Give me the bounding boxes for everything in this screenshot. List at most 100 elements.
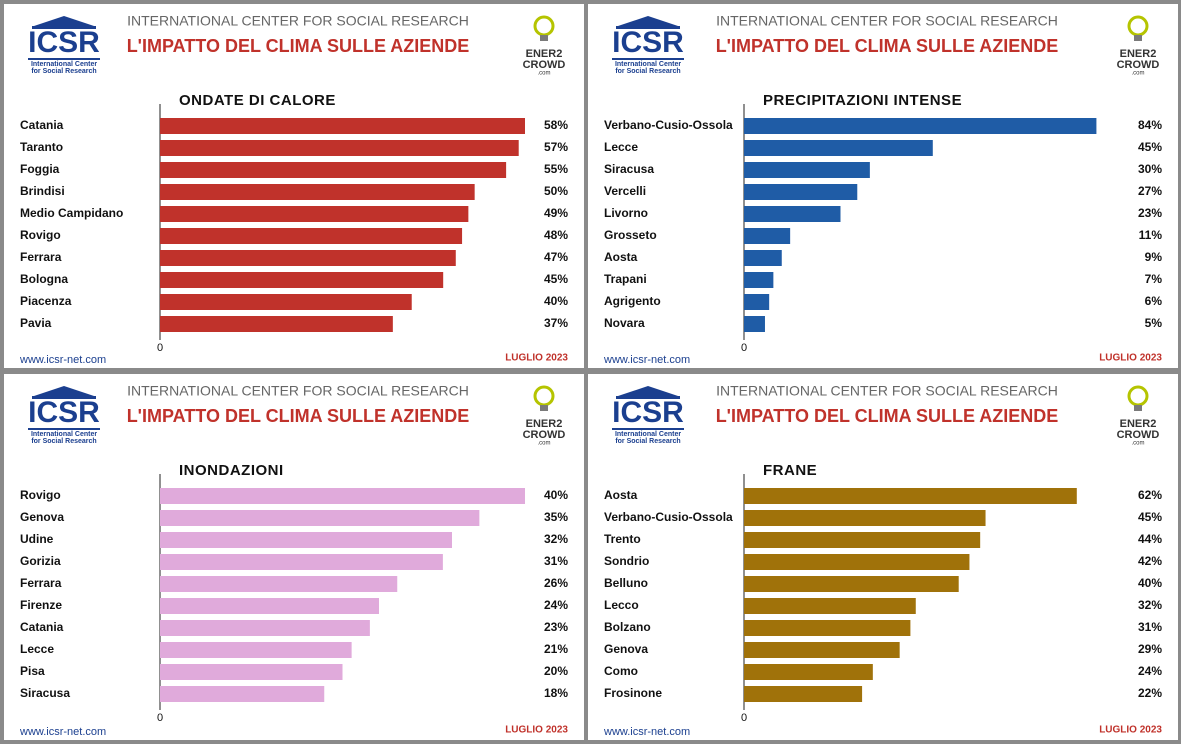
value-label: 44% bbox=[1138, 532, 1162, 546]
category-label: Taranto bbox=[20, 140, 63, 154]
value-label: 40% bbox=[544, 488, 568, 502]
logo-line: CROWD bbox=[1117, 59, 1160, 71]
logo-line: for Social Research bbox=[31, 438, 96, 445]
logo-line: CROWD bbox=[1117, 429, 1160, 441]
category-label: Genova bbox=[604, 642, 648, 656]
organization: INTERNATIONAL CENTER FOR SOCIAL RESEARCH bbox=[127, 383, 469, 399]
bar bbox=[744, 488, 1077, 504]
value-label: 29% bbox=[1138, 642, 1162, 656]
website: www.icsr-net.com bbox=[19, 726, 106, 738]
value-label: 11% bbox=[1139, 228, 1163, 242]
category-label: Lecce bbox=[604, 140, 638, 154]
value-label: 32% bbox=[544, 532, 568, 546]
value-label: 55% bbox=[544, 162, 568, 176]
bar bbox=[160, 206, 469, 222]
bar bbox=[744, 228, 791, 244]
bar bbox=[160, 488, 525, 504]
category-label: Ferrara bbox=[20, 576, 62, 590]
bar bbox=[744, 576, 959, 592]
x-tick-label: 0 bbox=[741, 712, 747, 724]
logo-band bbox=[28, 58, 100, 60]
website: www.icsr-net.com bbox=[19, 354, 106, 366]
bar bbox=[160, 664, 343, 680]
bar bbox=[744, 140, 933, 156]
value-label: 6% bbox=[1145, 294, 1163, 308]
bar bbox=[160, 642, 352, 658]
value-label: 30% bbox=[1138, 162, 1162, 176]
logo-name: ICSR bbox=[612, 396, 684, 429]
bar bbox=[160, 140, 519, 156]
logo-line: .com bbox=[537, 71, 550, 77]
value-label: 40% bbox=[1138, 576, 1162, 590]
category-label: Firenze bbox=[20, 598, 62, 612]
bar bbox=[160, 316, 393, 332]
category-label: Gorizia bbox=[20, 554, 61, 568]
value-label: 23% bbox=[544, 620, 568, 634]
category-label: Verbano-Cusio-Ossola bbox=[604, 510, 733, 524]
logo-line: .com bbox=[1131, 71, 1144, 77]
bar bbox=[744, 598, 916, 614]
date: LUGLIO 2023 bbox=[1099, 725, 1162, 736]
logo-line: International Center bbox=[31, 61, 97, 68]
bar bbox=[744, 250, 782, 266]
date: LUGLIO 2023 bbox=[505, 725, 568, 736]
value-label: 42% bbox=[1138, 554, 1162, 568]
logo-bulb-base bbox=[1134, 35, 1142, 41]
value-label: 47% bbox=[544, 250, 568, 264]
category-label: Trento bbox=[604, 532, 641, 546]
category-label: Agrigento bbox=[604, 294, 661, 308]
bar bbox=[744, 554, 970, 570]
value-label: 31% bbox=[1138, 620, 1162, 634]
logo-line: for Social Research bbox=[31, 68, 96, 75]
logo-line: for Social Research bbox=[615, 438, 680, 445]
bar bbox=[744, 510, 986, 526]
logo-line: International Center bbox=[615, 61, 681, 68]
value-label: 5% bbox=[1145, 316, 1163, 330]
value-label: 40% bbox=[544, 294, 568, 308]
value-label: 50% bbox=[544, 184, 568, 198]
logo-band bbox=[612, 58, 684, 60]
category-label: Como bbox=[604, 664, 638, 678]
category-label: Frosinone bbox=[604, 686, 662, 700]
value-label: 18% bbox=[544, 686, 568, 700]
logo-bulb-base bbox=[540, 35, 548, 41]
bar bbox=[160, 118, 525, 134]
category-label: Siracusa bbox=[20, 686, 70, 700]
chart-subtitle: PRECIPITAZIONI INTENSE bbox=[763, 92, 962, 109]
bar bbox=[744, 642, 900, 658]
logo-band bbox=[32, 26, 96, 29]
category-label: Brindisi bbox=[20, 184, 65, 198]
category-label: Vercelli bbox=[604, 184, 646, 198]
logo-line: CROWD bbox=[523, 59, 566, 71]
x-tick-label: 0 bbox=[741, 342, 747, 354]
category-label: Novara bbox=[604, 316, 645, 330]
logo-line: ENER2 bbox=[526, 418, 563, 430]
title: L'IMPATTO DEL CLIMA SULLE AZIENDE bbox=[127, 406, 470, 426]
bar bbox=[744, 664, 873, 680]
value-label: 48% bbox=[544, 228, 568, 242]
organization: INTERNATIONAL CENTER FOR SOCIAL RESEARCH bbox=[716, 13, 1058, 29]
bar bbox=[160, 228, 463, 244]
category-label: Genova bbox=[20, 510, 64, 524]
category-label: Lecco bbox=[604, 598, 639, 612]
value-label: 62% bbox=[1138, 488, 1162, 502]
title: L'IMPATTO DEL CLIMA SULLE AZIENDE bbox=[716, 406, 1059, 426]
logo-line: International Center bbox=[615, 431, 681, 438]
bar bbox=[160, 510, 480, 526]
logo-band bbox=[616, 396, 680, 399]
category-label: Rovigo bbox=[20, 488, 61, 502]
chart-subtitle: FRANE bbox=[763, 462, 817, 479]
bar bbox=[160, 272, 444, 288]
category-label: Grosseto bbox=[604, 228, 657, 242]
category-label: Trapani bbox=[604, 272, 647, 286]
category-label: Aosta bbox=[604, 250, 638, 264]
bar bbox=[744, 162, 870, 178]
logo-roof bbox=[34, 386, 94, 396]
value-label: 20% bbox=[544, 664, 568, 678]
